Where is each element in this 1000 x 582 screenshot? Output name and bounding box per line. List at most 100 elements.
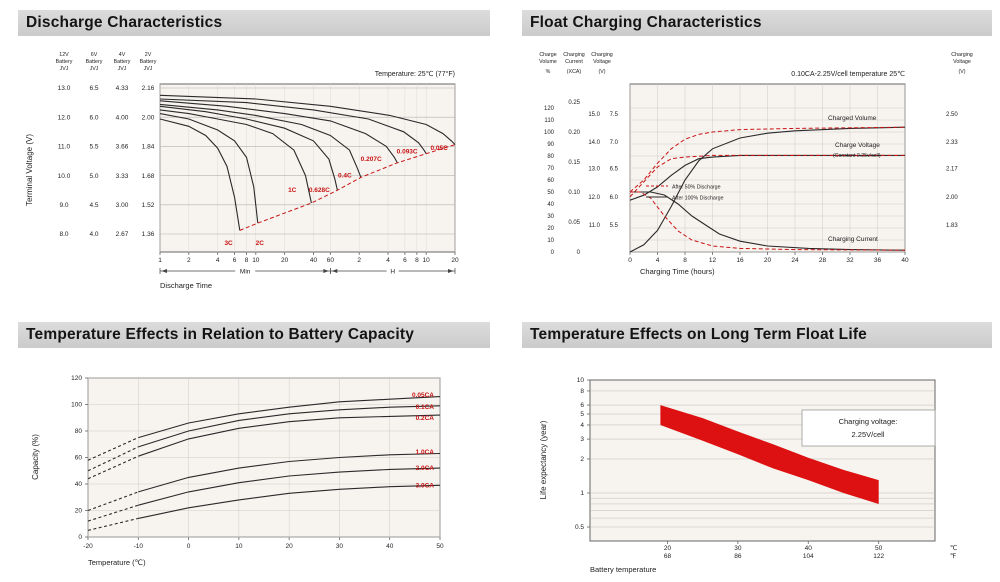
scale-header: JVJ (60, 66, 69, 72)
volume-scale-value: 20 (547, 226, 554, 232)
charging-voltage-text-2: 2.25V/cell (852, 430, 885, 439)
scale-header: Battery (56, 59, 73, 65)
x-tick-label-celsius: 40 (805, 545, 813, 552)
scale-value: 6.0 (89, 114, 98, 121)
temperature-annotation: Temperature: 25℃ (77°F) (375, 70, 455, 78)
scale-value: 1.36 (142, 231, 155, 238)
ruler-arrow-right (323, 269, 329, 273)
capacity-curve-0.05CA (138, 396, 441, 439)
voltage-scale-value-2v: 2.17 (946, 167, 958, 173)
x-tick-label: 2 (357, 257, 361, 264)
x-tick-label: -20 (83, 543, 93, 550)
x-tick-label: 10 (235, 543, 243, 550)
discharge-curve-1C (159, 109, 312, 204)
section-header-float-life: Temperature Effects on Long Term Float L… (522, 322, 992, 348)
voltage-scale-value-6v: 7.0 (610, 140, 619, 146)
x-tick-label-fahrenheit: 122 (873, 553, 884, 560)
voltage-scale-value-6v: 5.5 (610, 223, 619, 229)
x-tick-label: 32 (846, 257, 854, 264)
curve-charging-current-after-50pct-discharge (630, 191, 906, 251)
x-tick-label: 20 (286, 543, 294, 550)
scale-value: 3.66 (116, 144, 129, 151)
scale-value: 11.0 (58, 144, 71, 151)
scale-value: 5.0 (89, 173, 98, 180)
scale-header: 2V (145, 52, 152, 58)
y-tick-label: 120 (71, 375, 82, 382)
scale-value: 2.67 (116, 231, 129, 238)
volume-scale-value: 80 (547, 154, 554, 160)
charging-voltage-text-1: Charging voltage: (839, 417, 898, 426)
scale-header: Voltage (953, 59, 971, 65)
voltage-scale-value-2v: 2.50 (946, 112, 958, 118)
ruler-arrow-left (331, 269, 338, 273)
x-tick-label: 40 (901, 257, 909, 264)
y-tick-label: 8 (580, 388, 584, 395)
section-title-float-charging: Float Charging Characteristics (530, 14, 762, 31)
scale-header: 4V (119, 52, 126, 58)
x-tick-label: 30 (336, 543, 344, 550)
scale-header: Volume (539, 59, 557, 65)
x-axis-title: Discharge Time (160, 281, 212, 290)
capacity-curve-dashed-0.2CA (87, 455, 139, 480)
volume-scale-value: 30 (547, 214, 554, 220)
x-tick-label: 20 (451, 257, 459, 264)
curve-label-0.207C: 0.207C (361, 156, 382, 163)
capacity-curve-dashed-0.1CA (87, 446, 139, 472)
curve-label-3C: 3C (224, 240, 233, 247)
label-charge-voltage-sub: (Constant 2.25v/cell) (833, 153, 881, 159)
scale-value: 2.16 (142, 85, 155, 92)
x-tick-label: 12 (709, 257, 717, 264)
y-tick-label: 80 (75, 428, 83, 435)
temperature-capacity-chart: -20 -10 0 10 20 30 40 50 0 20 40 60 80 100 120 Capacity… (31, 375, 444, 567)
scale-value: 3.33 (116, 173, 129, 180)
x-tick-label: 4 (386, 257, 390, 264)
voltage-scale-value-12v: 11.0 (589, 223, 601, 229)
curve-label-0.1CA: 0.1CA (416, 404, 435, 411)
condition-annotation: 0.10CA-2.25V/cell temperature 25℃ (791, 71, 905, 78)
scale-value: 1.68 (142, 173, 155, 180)
scale-header: JVJ (90, 66, 99, 72)
ruler-label-bg (235, 267, 256, 275)
y-tick-label: 10 (577, 377, 585, 384)
x-tick-label-fahrenheit: 104 (803, 553, 814, 560)
voltage-scale-value-12v: 13.0 (588, 167, 600, 173)
legend-label-50pct: After 50% Discharge (672, 185, 721, 191)
y-tick-label: 1 (580, 490, 584, 497)
y-tick-label: 0.5 (575, 524, 584, 531)
voltage-scale-value-12v: 14.0 (588, 140, 600, 146)
x-tick-label-celsius: 20 (664, 545, 672, 552)
ruler-arrow-left (161, 269, 167, 273)
scale-value: 3.00 (116, 202, 129, 209)
scale-value: 4.00 (116, 114, 129, 121)
scale-header: 6V (91, 52, 98, 58)
curve-label-0.093C: 0.093C (397, 149, 418, 156)
x-tick-label: 60 (327, 257, 335, 264)
ruler-label-bg (386, 267, 399, 275)
scale-header: JVJ (144, 66, 153, 72)
curve-label-0.05CA: 0.05CA (412, 392, 434, 399)
curve-charged-volume-after-50pct-discharge (629, 126, 906, 193)
scale-header: Voltage (593, 59, 611, 65)
scale-unit: (V) (598, 69, 605, 75)
x-tick-label: 28 (819, 257, 827, 264)
curve-label-1.0CA: 1.0CA (416, 449, 435, 456)
scale-value: 12.0 (58, 114, 71, 121)
section-title-discharge: Discharge Characteristics (26, 14, 223, 31)
discharge-curve-2C (159, 113, 259, 224)
x-tick-label: 24 (791, 257, 799, 264)
volume-scale-value: 100 (544, 130, 555, 136)
float-life-chart: 1086543210.5206830864010450122℃℉Charging… (539, 377, 957, 574)
section-header-temp-capacity: Temperature Effects in Relation to Batte… (18, 322, 490, 348)
scale-value: 8.0 (59, 231, 68, 238)
discharge-curve-0.4C (159, 103, 362, 178)
scale-header: Current (565, 59, 583, 65)
x-tick-label-celsius: 30 (734, 545, 742, 552)
label-charging-current: Charging Current (828, 236, 878, 243)
x-tick-label-fahrenheit: 68 (664, 553, 672, 560)
curve-label-1C: 1C (288, 187, 297, 194)
cutoff-voltage-line (239, 144, 456, 231)
curve-label-0.2CA: 0.2CA (416, 415, 435, 422)
x-tick-label: 1 (158, 257, 162, 264)
section-title-temp-capacity: Temperature Effects in Relation to Batte… (26, 326, 415, 343)
volume-scale-value: 50 (547, 190, 554, 196)
